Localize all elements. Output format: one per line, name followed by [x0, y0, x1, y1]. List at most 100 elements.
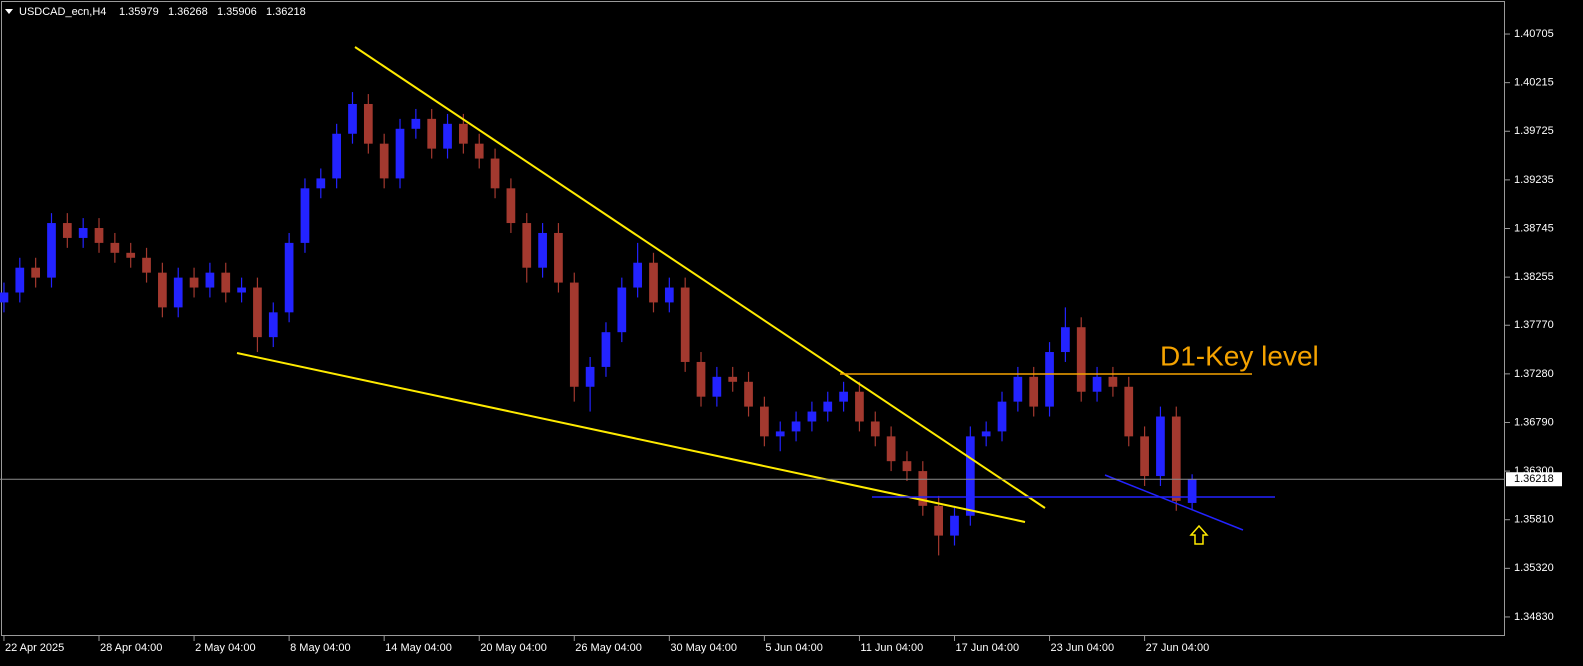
- candle-body: [839, 391, 848, 402]
- candle-body: [173, 277, 183, 308]
- candle-body: [474, 143, 484, 159]
- candle-body: [1171, 416, 1181, 501]
- x-tick-label: 17 Jun 04:00: [955, 642, 1019, 654]
- candle-body: [744, 381, 753, 407]
- candle-body: [94, 228, 104, 243]
- y-tick-label: 1.38745: [1514, 222, 1554, 234]
- candle-body: [997, 401, 1007, 432]
- candle-body: [522, 223, 532, 268]
- candle-body: [633, 262, 643, 288]
- candle-body: [379, 143, 389, 179]
- candle-body: [775, 431, 785, 437]
- candle-body: [363, 103, 373, 144]
- annotation: D1-Key level: [1160, 340, 1319, 371]
- candle-body: [1092, 376, 1102, 392]
- x-tick-label: 20 May 04:00: [480, 642, 547, 654]
- candle-body: [268, 312, 278, 338]
- candle-body: [411, 118, 421, 129]
- y-tick-label: 1.40215: [1514, 77, 1554, 89]
- y-tick-label: 1.38255: [1514, 271, 1554, 283]
- x-tick-label: 8 May 04:00: [290, 642, 351, 654]
- candle-body: [158, 272, 167, 308]
- candle-body: [807, 411, 817, 422]
- header-value: 1.35979: [119, 6, 159, 18]
- x-tick-label: 27 Jun 04:00: [1146, 642, 1210, 654]
- candle-body: [78, 228, 88, 238]
- x-tick-label: 23 Jun 04:00: [1051, 642, 1115, 654]
- y-tick-label: 1.35810: [1514, 514, 1554, 526]
- up-arrow: [1189, 524, 1209, 545]
- y-tick-label: 1.36790: [1514, 416, 1554, 428]
- candle-body: [601, 332, 611, 367]
- y-tick-label: 1.39235: [1514, 174, 1554, 186]
- candle-body: [1045, 352, 1054, 407]
- candle-body: [1140, 436, 1149, 477]
- trend-line: [354, 46, 1046, 509]
- candle-body: [902, 461, 912, 472]
- candle-body: [538, 232, 547, 268]
- candle-body: [664, 287, 674, 303]
- y-tick-label: 1.40705: [1514, 28, 1554, 40]
- candle-body: [1108, 376, 1118, 387]
- plot-frame: [1, 1, 1505, 636]
- candle-body: [760, 406, 769, 437]
- candle-body: [395, 128, 405, 179]
- y-tick-label: 1.37770: [1514, 319, 1554, 331]
- candle-body: [918, 471, 928, 506]
- candle-body: [617, 287, 627, 333]
- candle-body: [649, 262, 658, 303]
- x-tick-label: 2 May 04:00: [195, 642, 256, 654]
- candle-body: [712, 376, 722, 397]
- y-tick-label: 1.37280: [1514, 368, 1554, 380]
- candle-body: [62, 223, 72, 238]
- candle-body: [585, 366, 595, 387]
- candle-body: [823, 401, 833, 412]
- candle-body: [348, 103, 357, 134]
- candle-body: [237, 287, 246, 293]
- x-tick-label: 26 May 04:00: [575, 642, 642, 654]
- candle-body: [981, 431, 991, 437]
- candle-body: [950, 515, 959, 536]
- plot-area: [0, 92, 1197, 556]
- candle-body: [965, 436, 975, 516]
- candle-body: [554, 232, 563, 283]
- trend-line: [236, 352, 1026, 523]
- x-tick-label: 14 May 04:00: [385, 642, 452, 654]
- candle-body: [791, 421, 801, 432]
- candle-body: [47, 223, 56, 278]
- candle-body: [126, 252, 136, 258]
- candle-body: [0, 292, 9, 303]
- candle-body: [221, 272, 231, 293]
- candle-body: [1061, 327, 1070, 353]
- candle-body: [316, 178, 326, 189]
- candle-body: [696, 361, 706, 397]
- header-value: 1.36268: [168, 6, 208, 18]
- candle-body: [459, 123, 468, 144]
- support-trend-line: [1104, 474, 1244, 531]
- x-tick-label: 28 Apr 04:00: [100, 642, 162, 654]
- y-tick-label: 1.39725: [1514, 125, 1554, 137]
- candle-body: [15, 267, 25, 293]
- candle-body: [1187, 479, 1197, 503]
- candle-body: [253, 287, 262, 338]
- candle-body: [205, 272, 215, 288]
- candle-body: [506, 188, 516, 224]
- candle-body: [1076, 327, 1086, 392]
- candle-body: [427, 118, 437, 149]
- candle-body: [728, 376, 738, 382]
- candle-body: [110, 242, 120, 253]
- candle-body: [1156, 416, 1165, 477]
- candle-body: [31, 267, 41, 278]
- current-price-label: 1.36218: [1514, 473, 1554, 485]
- candle-body: [332, 133, 342, 179]
- x-tick-label: 30 May 04:00: [670, 642, 737, 654]
- candle-body: [870, 421, 880, 437]
- x-tick-label: 5 Jun 04:00: [765, 642, 823, 654]
- candle-body: [934, 505, 944, 536]
- y-tick-label: 1.35320: [1514, 562, 1554, 574]
- header-value: 1.35906: [217, 6, 257, 18]
- candle-body: [189, 277, 199, 288]
